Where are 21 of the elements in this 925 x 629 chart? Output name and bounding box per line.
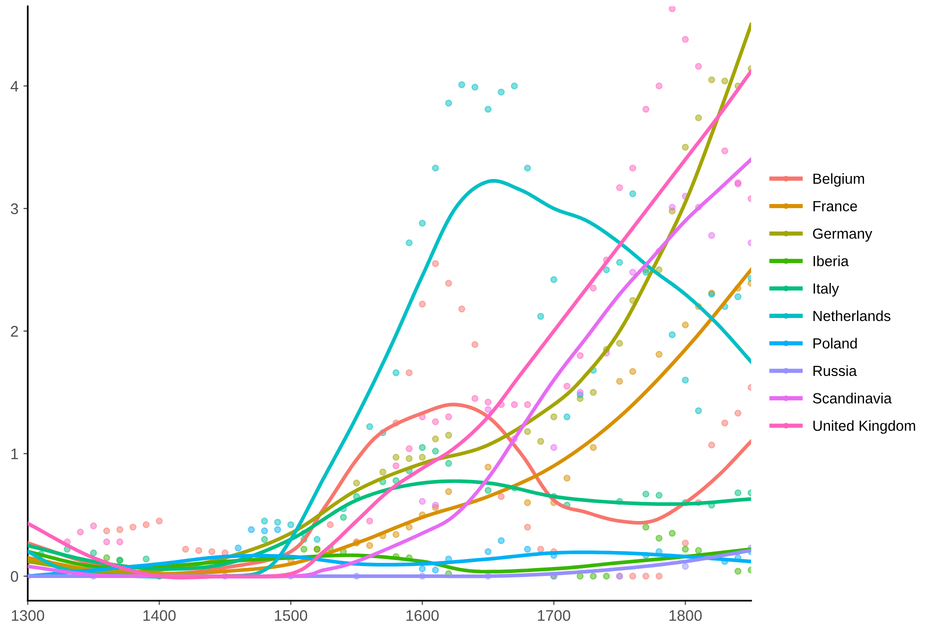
y-tick-label: 4 xyxy=(10,80,18,92)
legend-label: United Kingdom xyxy=(813,420,916,434)
x-tick-label: 1500 xyxy=(274,610,308,621)
y-tick-label: 1 xyxy=(11,448,18,460)
legend-label: Poland xyxy=(813,338,857,349)
legend-label: Russia xyxy=(813,365,857,376)
y-tick-label: 0 xyxy=(10,571,18,582)
x-tick-label: 1700 xyxy=(538,610,570,621)
legend-label: France xyxy=(813,201,858,212)
x-tick-label: 1300 xyxy=(12,610,44,621)
x-tick-label: 1800 xyxy=(670,610,702,621)
x-tick-label: 1600 xyxy=(406,610,439,621)
x-tick-label: 1400 xyxy=(143,610,176,621)
legend-label: Netherlands xyxy=(813,310,890,322)
legend-label: Italy xyxy=(814,282,840,297)
y-tick-label: 3 xyxy=(10,203,18,214)
legend-label: Germany xyxy=(813,228,872,242)
legend-label: Scandinavia xyxy=(812,392,892,404)
y-tick-label: 2 xyxy=(10,326,18,337)
legend-label: Iberia xyxy=(814,256,849,266)
legend-label: Belgium xyxy=(813,173,864,187)
